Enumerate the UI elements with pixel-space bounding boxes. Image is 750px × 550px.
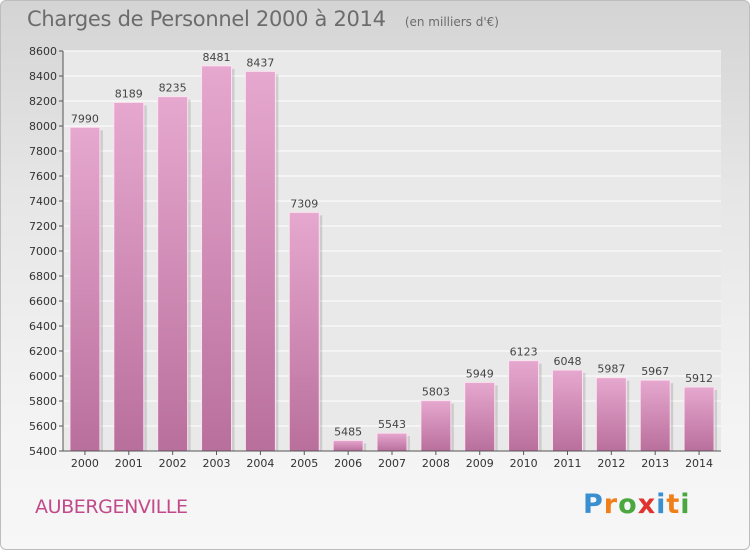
bar-2008 xyxy=(420,400,452,452)
data-label: 8235 xyxy=(159,82,187,95)
x-tick-label: 2012 xyxy=(597,457,625,470)
y-tick-label: 8000 xyxy=(29,120,57,133)
x-tick-label: 2001 xyxy=(115,457,143,470)
chart-title: Charges de Personnel 2000 à 2014 xyxy=(27,7,386,31)
data-label: 5803 xyxy=(422,386,450,399)
data-label: 5485 xyxy=(334,425,362,438)
y-tick-label: 5400 xyxy=(29,445,57,458)
bars: 7990 8189 8235 8481 8437 7309 5485 5543 5803 5949… xyxy=(69,51,718,452)
y-tick-label: 7800 xyxy=(29,145,57,158)
data-label: 8437 xyxy=(246,56,274,69)
x-tick-label: 2014 xyxy=(685,457,713,470)
chart-subtitle: (en milliers d'€) xyxy=(404,15,499,29)
logo-letter: o xyxy=(618,489,638,520)
bar-2012 xyxy=(595,377,627,452)
bar-2010 xyxy=(508,360,540,452)
bar-2014 xyxy=(683,386,715,452)
x-tick-label: 2008 xyxy=(422,457,450,470)
data-label: 5987 xyxy=(597,363,625,376)
data-label: 5967 xyxy=(641,365,669,378)
x-tick-label: 2009 xyxy=(466,457,494,470)
logo-letter: x xyxy=(637,489,657,520)
y-tick-label: 8400 xyxy=(29,70,57,83)
commune-name: AUBERGENVILLE xyxy=(35,496,188,518)
data-label: 8189 xyxy=(115,87,143,100)
y-tick-label: 6000 xyxy=(29,370,57,383)
bar-2003 xyxy=(201,65,233,452)
bar-2013 xyxy=(639,379,671,452)
x-tick-label: 2007 xyxy=(378,457,406,470)
bar-2000 xyxy=(69,126,101,452)
bar-2002 xyxy=(157,96,189,452)
y-tick-label: 6800 xyxy=(29,270,57,283)
x-tick-label: 2000 xyxy=(71,457,99,470)
logo-letter: t xyxy=(666,489,681,520)
x-axis-ticks: 2000 2001 2002 2003 2004 2005 2006 2007 2008 2009… xyxy=(71,451,713,470)
data-label: 6048 xyxy=(553,355,581,368)
x-tick-label: 2006 xyxy=(334,457,362,470)
logo-letter: i xyxy=(680,489,691,520)
data-label: 6123 xyxy=(510,346,538,359)
y-tick-label: 6400 xyxy=(29,320,57,333)
x-tick-label: 2005 xyxy=(290,457,318,470)
x-tick-label: 2013 xyxy=(641,457,669,470)
x-tick-label: 2011 xyxy=(553,457,581,470)
data-label: 7990 xyxy=(71,112,99,125)
y-axis-ticks: 5400 5600 5800 6000 6200 6400 6600 6800 7000 7200… xyxy=(29,45,63,458)
bar-2011 xyxy=(551,369,583,452)
bar-2009 xyxy=(464,381,496,452)
x-tick-label: 2002 xyxy=(159,457,187,470)
data-label: 5949 xyxy=(466,367,494,380)
y-tick-label: 7400 xyxy=(29,195,57,208)
y-tick-label: 7600 xyxy=(29,170,57,183)
bar-2006 xyxy=(332,439,364,452)
logo-letter: i xyxy=(656,489,667,520)
proxiti-logo: Proxiti xyxy=(583,489,691,520)
bar-2005 xyxy=(288,211,320,452)
y-tick-label: 8600 xyxy=(29,45,57,58)
y-tick-label: 7000 xyxy=(29,245,57,258)
title-row: Charges de Personnel 2000 à 2014 (en mil… xyxy=(27,7,499,31)
bar-2007 xyxy=(376,432,408,452)
y-tick-label: 7200 xyxy=(29,220,57,233)
x-tick-label: 2004 xyxy=(246,457,274,470)
logo-letter: P xyxy=(583,489,604,520)
y-tick-label: 6600 xyxy=(29,295,57,308)
x-tick-label: 2003 xyxy=(203,457,231,470)
y-tick-label: 5800 xyxy=(29,395,57,408)
data-label: 5543 xyxy=(378,418,406,431)
bar-2004 xyxy=(244,70,276,452)
data-label: 8481 xyxy=(203,51,231,64)
x-tick-label: 2010 xyxy=(510,457,538,470)
data-label: 5912 xyxy=(685,372,713,385)
y-tick-label: 6200 xyxy=(29,345,57,358)
bar-2001 xyxy=(113,101,145,452)
logo-letter: r xyxy=(603,489,619,520)
y-tick-label: 5600 xyxy=(29,420,57,433)
y-tick-label: 8200 xyxy=(29,95,57,108)
data-label: 7309 xyxy=(290,197,318,210)
